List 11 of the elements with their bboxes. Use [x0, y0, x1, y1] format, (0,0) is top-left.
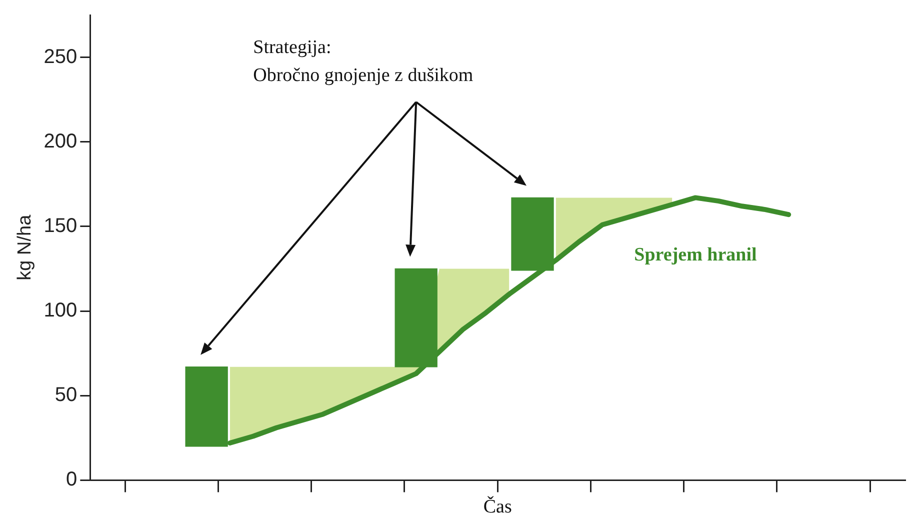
annotation: Strategija: Obročno gnojenje z dušikom [253, 36, 474, 86]
bar [394, 268, 438, 368]
y-axis-title: kg N/ha [14, 214, 36, 280]
y-tick-label: 50 [54, 384, 78, 406]
y-tick-label: 100 [44, 300, 78, 322]
y-tick-label: 250 [44, 46, 78, 68]
x-axis-title: Čas [483, 496, 512, 518]
y-tick-label: 200 [44, 130, 78, 152]
y-tick-label: 0 [66, 468, 78, 491]
series-label: Sprejem hranil [634, 244, 757, 266]
y-tick-label: 150 [44, 214, 78, 237]
